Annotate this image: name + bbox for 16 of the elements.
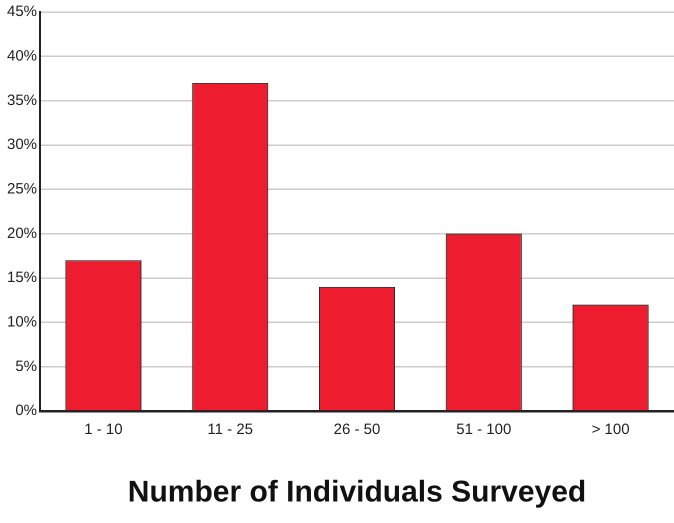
x-tick-label: 11 - 25 [207, 421, 254, 438]
x-tick-label: > 100 [592, 421, 630, 438]
y-tick-label: 15% [6, 269, 38, 286]
y-tick-label: 0% [15, 402, 38, 420]
y-tick-label: 45% [6, 3, 38, 20]
y-tick-label: 25% [6, 180, 38, 198]
x-tick-label: 51 - 100 [456, 421, 512, 438]
y-tick-label: 10% [6, 313, 38, 330]
x-tick-label: 1 - 10 [84, 421, 123, 438]
x-axis-title: Number of Individuals Surveyed [128, 475, 586, 508]
y-tick-label: 30% [6, 136, 38, 154]
y-tick-label: 5% [15, 358, 38, 375]
y-tick-label: 40% [6, 47, 38, 64]
x-tick-label: 26 - 50 [334, 421, 380, 438]
y-tick-label: 20% [6, 224, 38, 242]
y-tick-label: 35% [6, 92, 38, 109]
